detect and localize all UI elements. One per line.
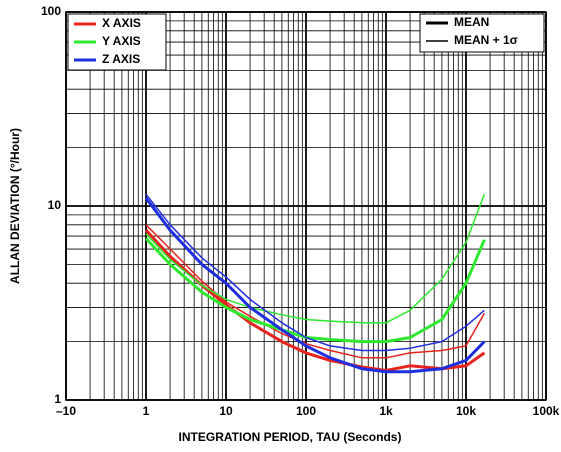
legend-box <box>419 13 545 53</box>
x-tick-label: 100 <box>296 404 316 418</box>
series-line <box>145 193 486 324</box>
x-tick-label: 1k <box>379 404 393 418</box>
y-axis-label: ALLAN DEVIATION (°/Hour) <box>8 128 22 284</box>
x-axis-label: INTEGRATION PERIOD, TAU (Seconds) <box>179 430 402 444</box>
y-tick-label: 100 <box>41 4 61 18</box>
series-line <box>145 224 486 359</box>
legend-label: Z AXIS <box>102 52 140 66</box>
plot-frame <box>65 11 547 401</box>
y-tick-label: 10 <box>48 198 62 212</box>
y-tick-label: 1 <box>54 392 61 406</box>
legend-label: MEAN + 1σ <box>454 33 518 47</box>
legend-label: X AXIS <box>102 16 141 30</box>
x-tick-label: –10 <box>56 404 76 418</box>
legend-label: Y AXIS <box>102 34 141 48</box>
legend-label: MEAN <box>454 15 489 29</box>
x-tick-label: 10 <box>219 404 233 418</box>
x-tick-label: 10k <box>456 404 476 418</box>
series-line <box>144 237 486 344</box>
x-tick-label: 100k <box>533 404 560 418</box>
x-tick-label: 1 <box>143 404 150 418</box>
series-line <box>145 193 485 352</box>
series-line <box>144 197 486 374</box>
